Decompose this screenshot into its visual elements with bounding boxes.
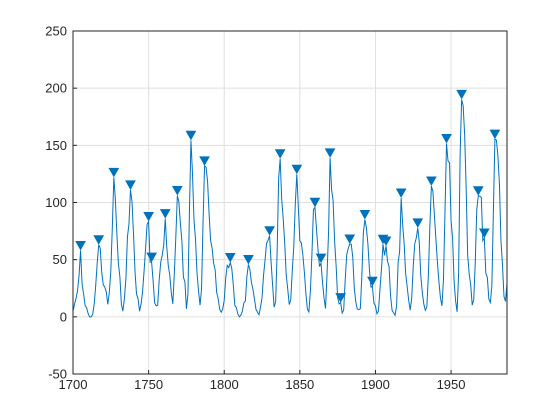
- peak-marker: [478, 228, 490, 239]
- y-tick-label: 250: [45, 24, 67, 39]
- peak-marker: [185, 130, 197, 141]
- y-tick-label: 150: [45, 138, 67, 153]
- x-tick-label: 1800: [210, 377, 239, 392]
- peak-marker: [315, 253, 327, 264]
- peak-marker: [335, 293, 347, 303]
- data-line: [72, 99, 508, 318]
- x-tick-label: 1750: [134, 377, 163, 392]
- peak-marker: [93, 235, 105, 245]
- peak-marker: [380, 236, 392, 246]
- peak-marker: [309, 197, 321, 208]
- y-tick-label: 200: [45, 81, 67, 96]
- peak-marker: [125, 180, 136, 190]
- peak-marker: [75, 241, 86, 251]
- peak-marker: [359, 210, 371, 220]
- peak-marker: [108, 167, 120, 178]
- axes-box: [72, 30, 508, 375]
- x-tick-label: 1950: [437, 377, 466, 392]
- peak-marker: [199, 156, 210, 166]
- x-tick-label: 1900: [361, 377, 390, 392]
- y-tick-label: 0: [60, 309, 67, 324]
- y-tick-label: 100: [45, 195, 67, 210]
- peak-marker: [146, 252, 157, 263]
- peak-marker: [243, 254, 254, 265]
- peak-marker: [159, 209, 171, 219]
- peak-marker: [171, 186, 183, 196]
- peak-marker: [291, 164, 303, 175]
- peak-marker: [412, 218, 424, 228]
- peak-marker: [426, 176, 437, 187]
- x-tick-label: 1850: [285, 377, 314, 392]
- peak-marker: [472, 186, 484, 196]
- peak-marker: [395, 188, 407, 199]
- peak-marker: [367, 276, 378, 287]
- peak-marker: [441, 134, 452, 144]
- peak-marker: [324, 148, 336, 158]
- y-tick-label: -50: [48, 367, 67, 382]
- peak-marker: [344, 234, 356, 245]
- peak-marker: [456, 89, 467, 100]
- peak-marker: [143, 211, 154, 222]
- peak-marker: [489, 129, 501, 140]
- y-tick-label: 50: [53, 252, 67, 267]
- x-tick-label: 1700: [59, 377, 88, 392]
- peak-marker: [264, 226, 275, 236]
- peak-marker: [224, 253, 236, 263]
- peak-marker: [274, 149, 286, 159]
